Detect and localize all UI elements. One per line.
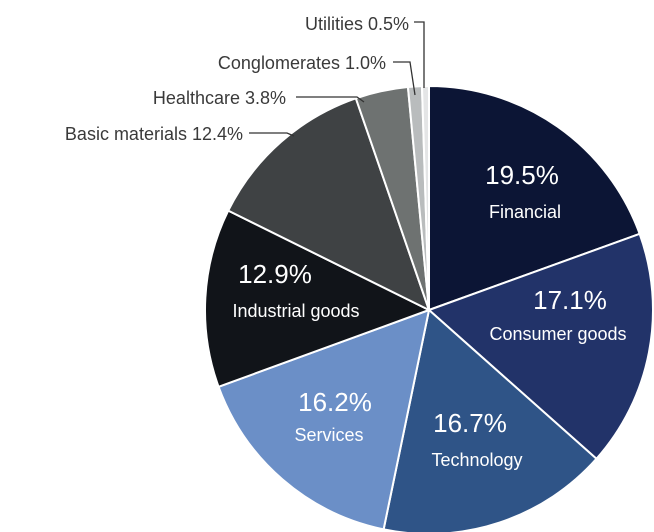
data-label-name-consumer-goods: Consumer goods (489, 324, 626, 344)
data-label-pct-technology: 16.7% (433, 408, 507, 438)
slice-consumer-goods (428, 232, 654, 460)
data-label-pct-services: 16.2% (298, 387, 372, 417)
data-label-healthcare: Healthcare 3.8% (153, 88, 286, 108)
data-label-basic-materials: Basic materials 12.4% (65, 124, 243, 144)
data-label-pct-financial: 19.5% (485, 160, 559, 190)
data-label-conglomerates: Conglomerates 1.0% (218, 53, 386, 73)
data-label-name-financial: Financial (489, 202, 561, 222)
data-label-pct-industrial-goods: 12.9% (238, 259, 312, 289)
pie-slices (204, 84, 654, 532)
slice-financial (428, 85, 641, 311)
slice-industrial-goods (204, 209, 430, 388)
slice-technology (382, 309, 598, 532)
leader-line-conglomerates (393, 61, 416, 96)
leader-lines (249, 21, 425, 137)
data-label-utilities: Utilities 0.5% (305, 14, 409, 34)
leader-line-utilities (414, 21, 425, 88)
slice-services (217, 309, 430, 531)
leader-line-healthcare (296, 96, 365, 103)
data-label-pct-consumer-goods: 17.1% (533, 285, 607, 315)
leader-line-basic-materials (249, 132, 295, 137)
data-label-name-industrial-goods: Industrial goods (232, 301, 359, 321)
data-label-name-services: Services (294, 425, 363, 445)
slice-utilities (420, 84, 430, 311)
data-label-name-technology: Technology (431, 450, 522, 470)
slice-labels: 19.5% Financial 17.1% Consumer goods 16.7% Te… (65, 14, 627, 470)
slice-basic-materials (227, 97, 430, 311)
